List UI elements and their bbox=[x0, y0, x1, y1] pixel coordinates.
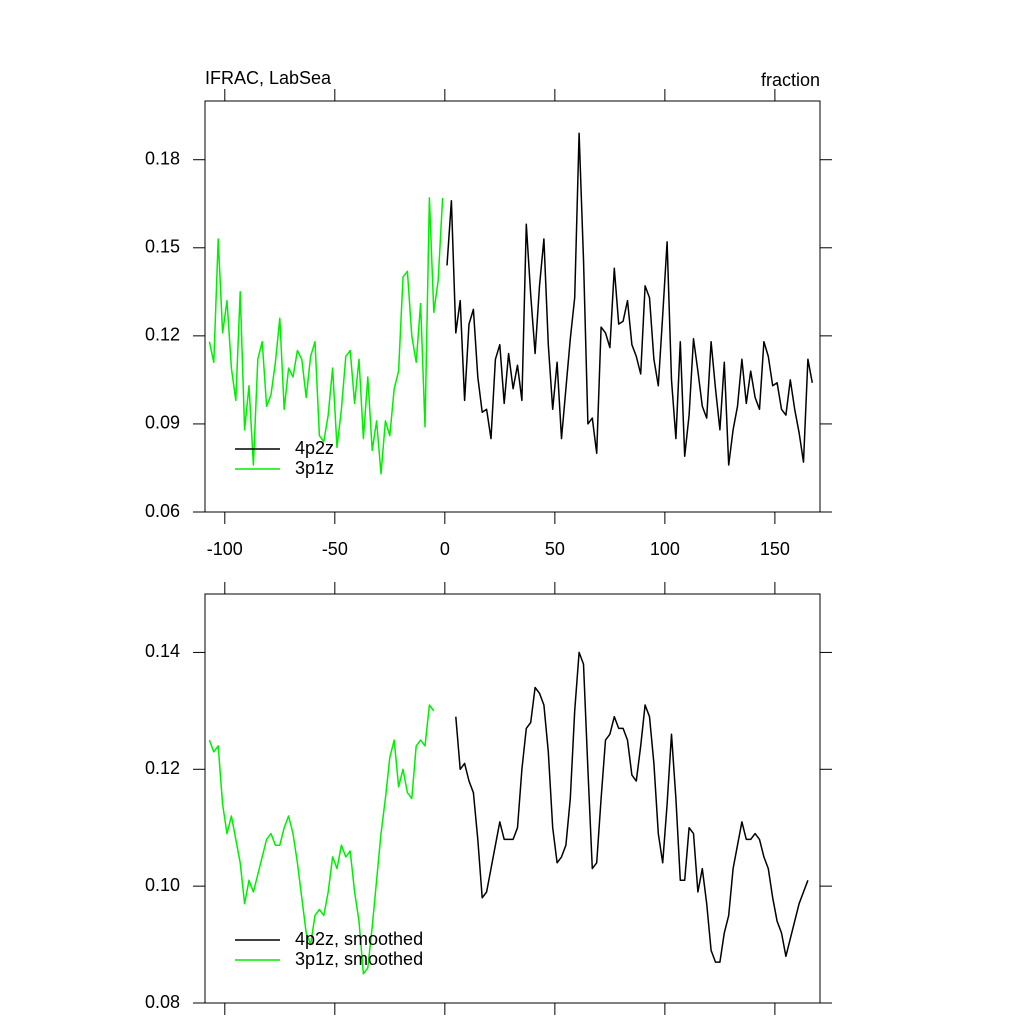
units-label: fraction bbox=[761, 70, 820, 90]
x-tick-label: 150 bbox=[760, 539, 790, 559]
legend-label: 4p2z bbox=[295, 438, 334, 458]
data-line bbox=[208, 197, 444, 475]
legend-label: 3p1z, smoothed bbox=[295, 949, 423, 969]
x-tick-label: 50 bbox=[545, 539, 565, 559]
y-tick-label: 0.15 bbox=[145, 237, 180, 257]
plot-frame bbox=[204, 100, 821, 513]
data-line bbox=[455, 651, 809, 963]
y-tick-label: 0.10 bbox=[145, 875, 180, 895]
y-tick-label: 0.14 bbox=[145, 641, 180, 661]
x-tick-label: 0 bbox=[440, 539, 450, 559]
chart-title: IFRAC, LabSea bbox=[205, 68, 332, 88]
y-tick-label: 0.08 bbox=[145, 992, 180, 1012]
x-tick-label: -100 bbox=[207, 539, 243, 559]
x-tick-label: -50 bbox=[322, 539, 348, 559]
y-tick-label: 0.12 bbox=[145, 758, 180, 778]
data-line bbox=[208, 704, 435, 975]
data-line bbox=[446, 132, 814, 466]
legend-label: 4p2z, smoothed bbox=[295, 929, 423, 949]
y-tick-label: 0.06 bbox=[145, 501, 180, 521]
legend-label: 3p1z bbox=[295, 458, 334, 478]
y-tick-label: 0.18 bbox=[145, 148, 180, 168]
y-tick-label: 0.12 bbox=[145, 325, 180, 345]
y-tick-label: 0.09 bbox=[145, 413, 180, 433]
x-tick-label: 100 bbox=[650, 539, 680, 559]
plot-frame bbox=[204, 593, 821, 1004]
